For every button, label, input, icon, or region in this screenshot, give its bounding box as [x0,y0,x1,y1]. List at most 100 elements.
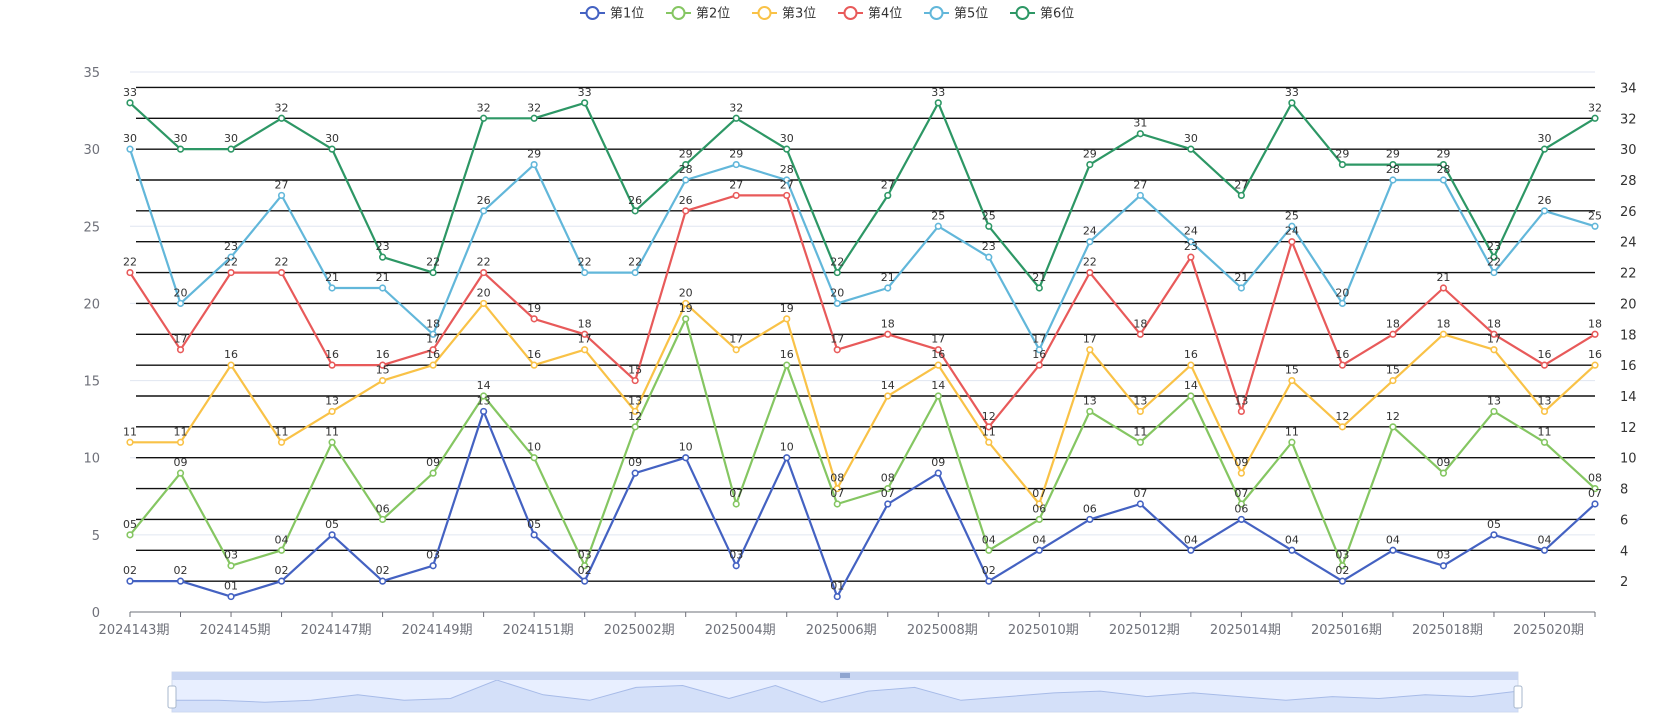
data-point [1237,469,1245,477]
data-label: 17 [729,333,743,346]
data-point [985,438,993,446]
legend-marker [1015,6,1030,20]
data-point [682,454,690,462]
data-label: 20 [1335,286,1349,299]
data-label: 16 [1588,348,1602,361]
data-point [1338,423,1347,431]
data-point [1288,438,1296,446]
data-label: 04 [982,533,996,546]
legend-item[interactable]: 第5位 [924,6,988,22]
data-point [934,99,942,107]
data-label: 18 [881,317,895,330]
data-label: 19 [679,302,693,315]
data-label: 12 [982,410,996,423]
data-label: 33 [578,86,592,99]
data-point [985,577,993,585]
data-point [480,407,488,416]
data-point [277,577,286,585]
zoom-handle-left[interactable] [167,685,177,709]
data-point [328,145,336,153]
data-label: 11 [275,425,289,438]
data-point [1338,562,1347,570]
data-label: 30 [325,132,339,145]
legend-item[interactable]: 第2位 [666,6,730,22]
x-tick-label: 2025014期 [1210,623,1281,638]
data-point [1237,284,1245,292]
data-label: 32 [275,101,289,114]
zoom-handle-right[interactable] [1513,685,1523,709]
data-label: 20 [830,286,844,299]
y2-tick-label: 12 [1620,421,1637,436]
data-point [1540,207,1549,215]
data-label: 06 [1083,502,1097,515]
data-label: 16 [931,348,945,361]
data-label: 13 [628,394,642,407]
data-label: 30 [1184,132,1198,145]
data-label: 05 [123,518,137,531]
data-label: 16 [224,348,238,361]
data-label: 29 [1386,148,1400,161]
data-point [378,577,387,585]
data-label: 15 [1386,364,1400,377]
data-point [277,191,286,200]
data-label: 03 [1436,549,1450,562]
data-label: 17 [174,333,188,346]
legend-item[interactable]: 第1位 [580,6,644,22]
legend[interactable]: 第1位 第2位 第3位 第4位 第5位 第6位 [580,6,1074,22]
data-label: 18 [1436,317,1450,330]
legend-item[interactable]: 第3位 [752,6,816,22]
data-label: 01 [830,580,844,593]
data-point [480,299,488,308]
data-point [682,160,690,169]
legend-item[interactable]: 第6位 [1010,6,1074,22]
data-label: 31 [1133,117,1147,130]
data-label: 03 [426,549,440,562]
data-label: 15 [1285,364,1299,377]
data-point [1439,562,1448,570]
data-label: 26 [679,194,693,207]
data-label: 23 [1184,240,1198,253]
data-point [227,145,235,153]
data-label: 27 [729,178,743,191]
y2-tick-label: 8 [1620,483,1628,498]
y2-tick-label: 16 [1620,359,1637,374]
data-label: 25 [931,209,945,222]
data-zoom-slider[interactable] [167,671,1523,713]
data-label: 28 [780,163,794,176]
data-label: 05 [527,518,541,531]
data-point [1187,238,1195,246]
x-tick-label: 2024147期 [301,623,372,638]
zoom-preview-area [172,680,1518,712]
y-tick-label: 15 [83,375,100,390]
data-label: 06 [1234,502,1248,515]
data-point [1288,99,1296,107]
data-point [1338,361,1347,369]
data-label: 28 [1436,163,1450,176]
zoom-move-handle[interactable] [840,673,850,678]
x-tick-label: 2025008期 [907,623,978,638]
x-tick-label: 2025006期 [806,623,877,638]
data-label: 14 [477,379,491,392]
data-point [1237,515,1245,524]
data-point [530,315,538,323]
data-label: 01 [224,580,238,593]
data-point [1439,330,1448,338]
data-point [1591,500,1599,508]
data-label: 07 [1133,487,1147,500]
data-label: 08 [1588,472,1602,485]
data-label: 09 [931,456,945,469]
data-label: 02 [376,564,390,577]
data-label: 26 [628,194,642,207]
data-label: 07 [1234,487,1248,500]
data-point [328,284,336,292]
legend-marker [585,6,600,20]
data-label: 18 [1487,317,1501,330]
legend-item[interactable]: 第4位 [838,6,902,22]
data-label: 25 [1285,209,1299,222]
data-point [378,515,387,524]
data-point [1439,160,1448,169]
data-label: 23 [982,240,996,253]
data-label: 11 [1285,425,1299,438]
data-label: 04 [1032,533,1046,546]
data-label: 07 [729,487,743,500]
